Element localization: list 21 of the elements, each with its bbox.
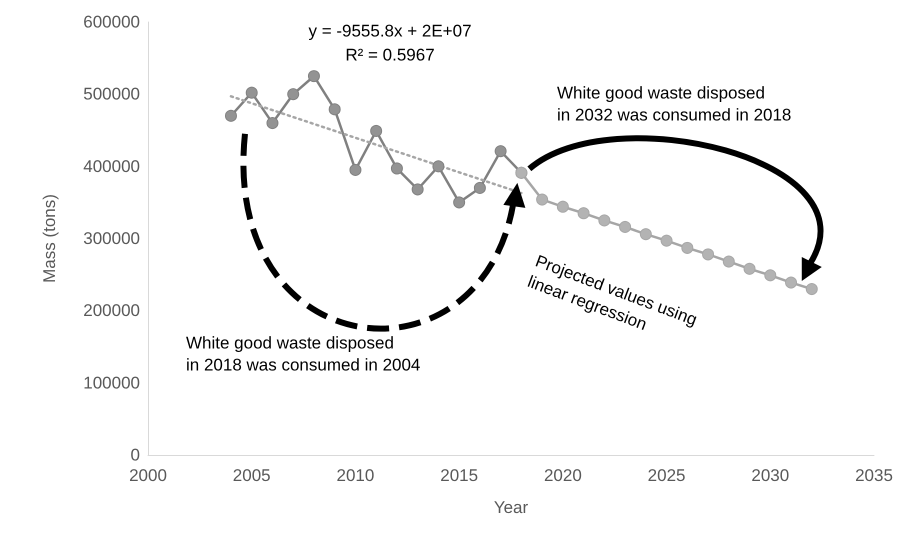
x-axis-title: Year	[494, 498, 529, 517]
y-axis-title: Mass (tons)	[40, 194, 59, 283]
y-tick-label: 600000	[83, 12, 140, 32]
y-tick-label: 300000	[83, 229, 140, 248]
x-tick-label: 2025	[648, 466, 686, 485]
annotation: White good waste disposed in 2032 was consumed in 2018	[557, 84, 792, 124]
x-tick-label: 2015	[440, 466, 478, 485]
x-tick-label: 2010	[336, 466, 374, 485]
y-tick-label: 500000	[83, 84, 140, 104]
annotation: y = -9555.8x + 2E+07	[308, 22, 472, 40]
annotation: R² = 0.5967	[345, 46, 435, 64]
y-tick-label: 0	[130, 446, 140, 464]
annotation: White good waste disposed in 2018 was consumed in 2004	[186, 334, 420, 374]
x-tick-label: 2030	[751, 466, 790, 485]
x-tick-label: 2020	[544, 466, 582, 485]
x-tick-label: 2000	[129, 466, 167, 485]
y-tick-label: 100000	[83, 373, 140, 392]
x-tick-label: 2035	[855, 466, 893, 485]
y-tick-label: 400000	[83, 156, 140, 176]
x-tick-label: 2005	[232, 466, 271, 485]
y-tick-label: 200000	[83, 301, 140, 320]
